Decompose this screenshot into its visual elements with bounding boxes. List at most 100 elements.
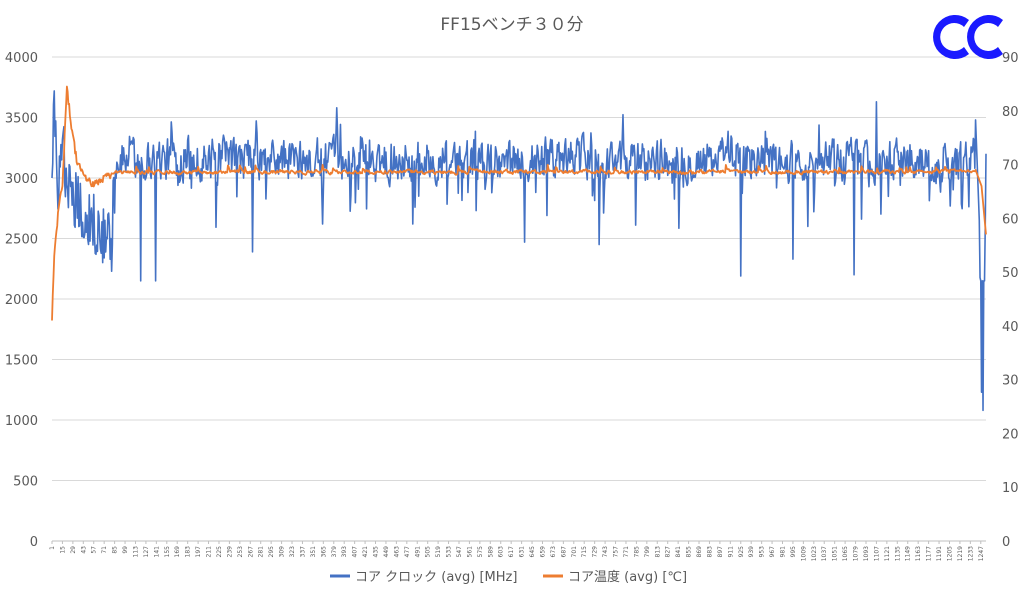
x-tick-label: 113: [132, 546, 139, 558]
y-left-tick-label: 2500: [5, 233, 38, 248]
x-tick-label: 659: [539, 546, 546, 558]
x-tick-label: 561: [466, 546, 473, 558]
x-tick-label: 211: [206, 546, 213, 558]
x-tick-label: 911: [727, 546, 734, 558]
x-tick-label: 939: [748, 546, 755, 558]
x-tick-label: 1135: [894, 546, 901, 561]
x-tick-label: 155: [164, 546, 171, 558]
x-tick-label: 1121: [884, 546, 891, 561]
x-tick-label: 729: [592, 546, 599, 558]
x-tick-label: 603: [498, 546, 505, 558]
y-right-tick-label: 30: [1002, 374, 1019, 389]
x-tick-label: 925: [738, 546, 745, 558]
legend: コア クロック (avg) [MHz] コア温度 (avg) [℃]: [330, 569, 687, 585]
x-tick-label: 869: [696, 546, 703, 558]
x-tick-label: 1023: [811, 546, 818, 561]
x-tick-label: 71: [101, 546, 108, 554]
x-tick-label: 827: [665, 546, 672, 558]
y-left-tick-label: 1500: [5, 354, 38, 369]
y-axis-right: 0 10 20 30 40 50 60 70 80 90: [1002, 51, 1019, 550]
x-tick-label: 309: [279, 546, 286, 558]
y-left-tick-label: 0: [30, 535, 38, 550]
x-tick-label: 687: [560, 546, 567, 558]
y-left-tick-label: 500: [13, 475, 38, 490]
chart-title: FF15ベンチ３０分: [440, 15, 583, 35]
x-tick-label: 1177: [926, 546, 933, 561]
x-tick-label: 575: [477, 546, 484, 558]
x-tick-label: 295: [268, 546, 275, 558]
x-tick-label: 99: [122, 546, 129, 554]
x-tick-label: 1163: [915, 546, 922, 561]
x-tick-label: 967: [769, 546, 776, 558]
x-tick-label: 743: [602, 546, 609, 558]
x-tick-label: 785: [633, 546, 640, 558]
legend-label: コア温度 (avg) [℃]: [568, 569, 687, 585]
x-tick-label: 1009: [800, 546, 807, 561]
x-tick-label: 1219: [957, 546, 964, 561]
y-right-tick-label: 90: [1002, 51, 1019, 66]
x-tick-label: 127: [143, 546, 150, 558]
x-tick-label: 547: [456, 546, 463, 558]
y-right-tick-label: 80: [1002, 105, 1019, 120]
gridlines: [52, 56, 986, 542]
x-tick-label: 169: [174, 546, 181, 558]
x-tick-label: 855: [686, 546, 693, 558]
x-tick-label: 505: [425, 546, 432, 558]
series-line-core-clock: [51, 90, 987, 412]
x-tick-label: 883: [706, 546, 713, 558]
legend-item-core-temp: コア温度 (avg) [℃]: [543, 569, 687, 585]
x-tick-label: 533: [446, 546, 453, 558]
series-layer: [51, 85, 987, 412]
x-tick-label: 43: [80, 546, 87, 554]
legend-label: コア クロック (avg) [MHz]: [355, 570, 517, 585]
x-tick-label: 323: [289, 546, 296, 558]
x-tick-label: 1065: [842, 546, 849, 561]
x-tick-label: 1247: [978, 546, 985, 561]
x-tick-label: 995: [790, 546, 797, 558]
x-tick-label: 953: [759, 546, 766, 558]
x-tick-label: 463: [393, 546, 400, 558]
x-tick-label: 239: [226, 546, 233, 558]
x-tick-label: 1: [49, 546, 56, 550]
series-line-core-temp: [51, 85, 987, 321]
x-tick-label: 771: [623, 546, 630, 558]
y-right-tick-label: 60: [1002, 212, 1019, 227]
x-tick-label: 29: [70, 546, 77, 554]
x-tick-label: 449: [383, 546, 390, 558]
x-tick-label: 491: [414, 546, 421, 558]
x-tick-label: 1051: [832, 546, 839, 561]
x-tick-label: 477: [404, 546, 411, 558]
x-axis: 1 15 29 43 57 71 85 99 113 127 141 155 169 183 197 211 2…: [49, 541, 985, 561]
x-tick-label: 715: [581, 546, 588, 558]
logo-c-right: [967, 15, 1003, 59]
x-tick-label: 1079: [853, 546, 860, 561]
x-tick-label: 617: [508, 546, 515, 558]
x-tick-label: 337: [299, 546, 306, 558]
x-tick-label: 897: [717, 546, 724, 558]
legend-item-core-clock: コア クロック (avg) [MHz]: [330, 570, 517, 585]
x-tick-label: 1037: [821, 546, 828, 561]
x-tick-label: 141: [153, 546, 160, 558]
y-right-tick-label: 70: [1002, 159, 1019, 174]
y-right-tick-label: 40: [1002, 320, 1019, 335]
x-tick-label: 393: [341, 546, 348, 558]
x-tick-label: 421: [362, 546, 369, 558]
x-tick-label: 351: [310, 546, 317, 558]
x-tick-label: 85: [112, 546, 119, 554]
y-right-tick-label: 10: [1002, 481, 1019, 496]
y-right-tick-label: 0: [1002, 535, 1010, 550]
y-left-tick-label: 3500: [5, 112, 38, 127]
y-left-tick-label: 1000: [5, 414, 38, 429]
x-tick-label: 281: [258, 546, 265, 558]
x-tick-label: 813: [654, 546, 661, 558]
x-tick-label: 1205: [946, 546, 953, 561]
x-tick-label: 225: [216, 546, 223, 558]
y-right-tick-label: 20: [1002, 427, 1019, 442]
x-tick-label: 841: [675, 546, 682, 558]
x-tick-label: 673: [550, 546, 557, 558]
x-tick-label: 57: [91, 546, 98, 554]
x-tick-label: 197: [195, 546, 202, 558]
x-tick-label: 407: [352, 546, 359, 558]
